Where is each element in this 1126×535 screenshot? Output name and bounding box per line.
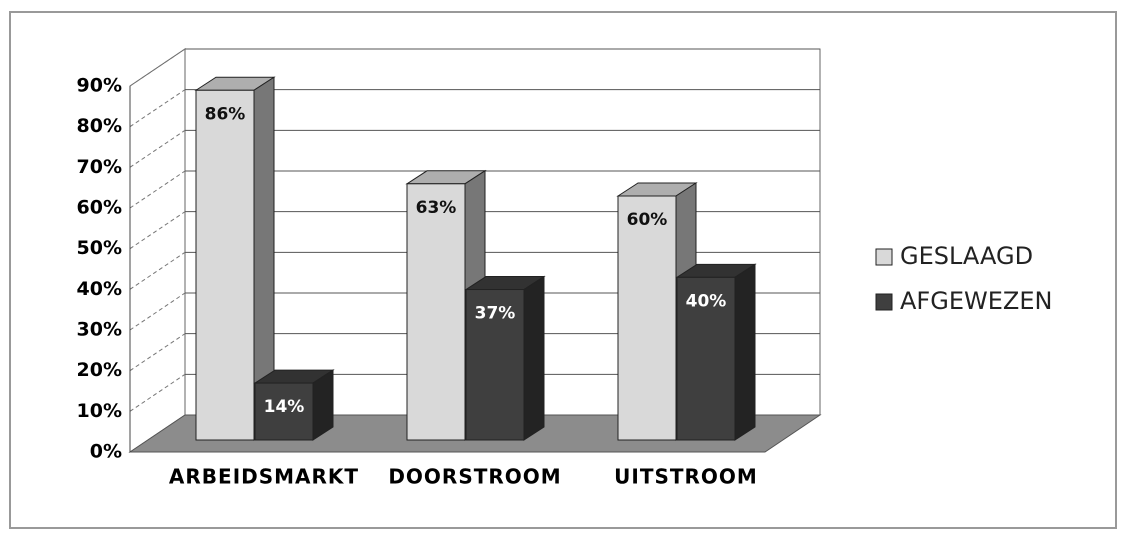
x-tick-label: UITSTROOM (614, 465, 758, 489)
bar (406, 183, 466, 441)
bar-side (523, 275, 545, 441)
y-tick-label: 0% (90, 441, 122, 463)
y-tick-label: 80% (77, 115, 122, 137)
legend-label: GESLAAGD (900, 242, 1033, 270)
legend-label: AFGEWEZEN (900, 287, 1052, 315)
y-tick-label: 40% (77, 278, 122, 300)
y-tick-label: 10% (77, 400, 122, 422)
y-tick-label: 90% (77, 75, 122, 97)
y-tick-label: 70% (77, 156, 122, 178)
data-label: 60% (627, 210, 668, 230)
bar (676, 276, 736, 441)
x-tick-label: ARBEIDSMARKT (169, 465, 359, 489)
data-label: 14% (264, 397, 305, 417)
data-label: 63% (416, 198, 457, 218)
bar (617, 195, 677, 441)
bar-side (312, 369, 334, 441)
y-tick-label: 20% (77, 359, 122, 381)
y-tick-label: 30% (77, 319, 122, 341)
legend-swatch (875, 293, 893, 311)
bar (254, 382, 314, 441)
y-tick-label: 50% (77, 237, 122, 259)
bar (195, 89, 255, 441)
data-label: 37% (475, 304, 516, 324)
data-label: 40% (686, 291, 727, 311)
legend-swatch (875, 248, 893, 266)
y-tick-label: 60% (77, 197, 122, 219)
x-tick-label: DOORSTROOM (388, 465, 561, 489)
bar (465, 289, 525, 441)
bar-side (734, 263, 756, 441)
side-wall (129, 48, 186, 453)
data-label: 86% (205, 104, 246, 124)
